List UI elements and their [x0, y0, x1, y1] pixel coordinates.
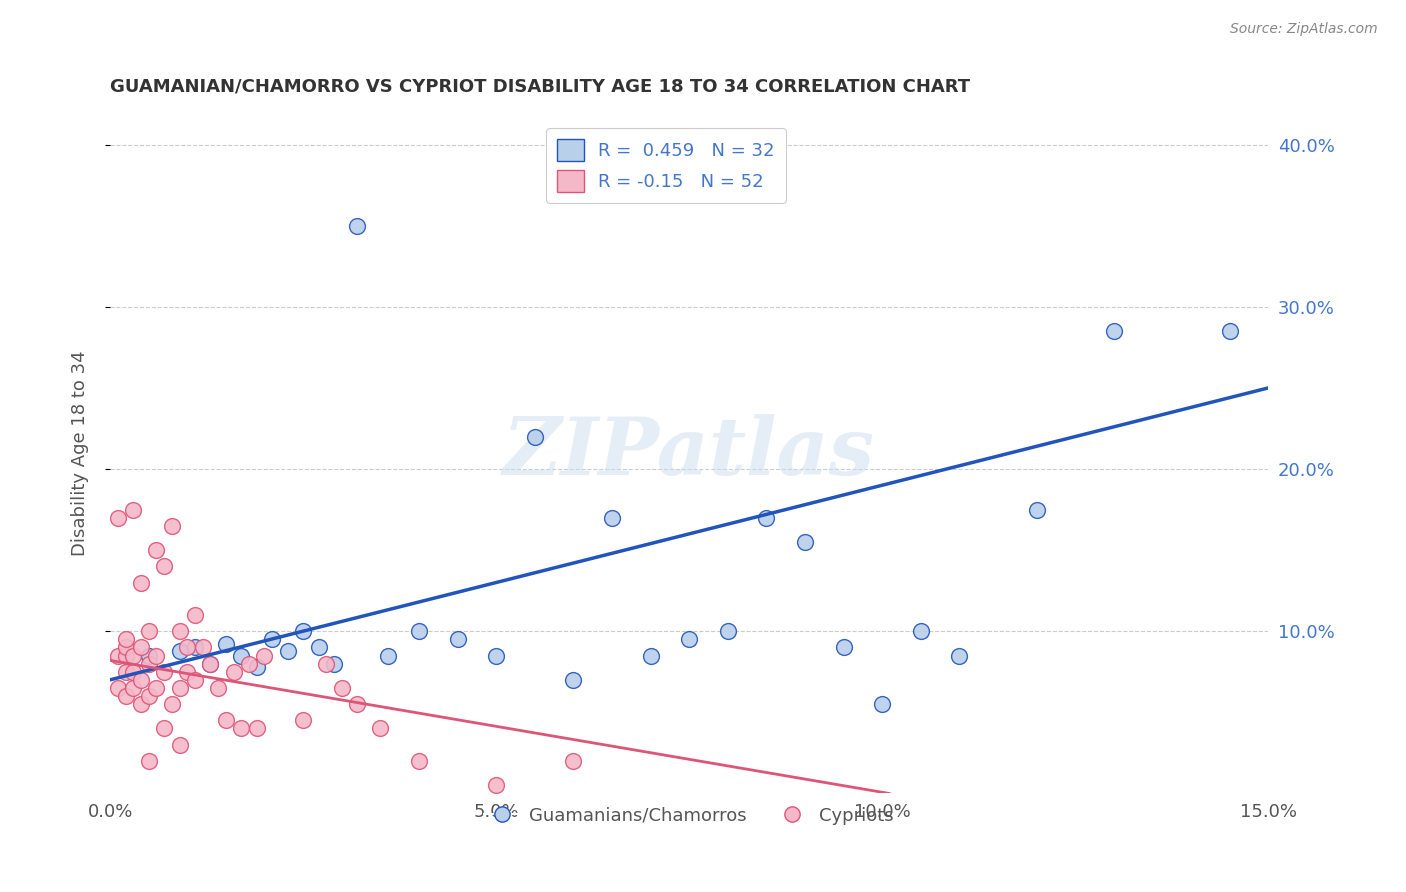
Point	[562, 673, 585, 687]
Point	[238, 657, 260, 671]
Point	[176, 665, 198, 679]
Y-axis label: Disability Age 18 to 34: Disability Age 18 to 34	[72, 350, 89, 556]
Point	[870, 697, 893, 711]
Point	[122, 502, 145, 516]
Point	[138, 754, 160, 768]
Point	[910, 624, 932, 639]
Point	[107, 648, 129, 663]
Point	[600, 510, 623, 524]
Point	[207, 681, 229, 695]
Point	[485, 648, 508, 663]
Point	[755, 510, 778, 524]
Point	[346, 219, 368, 233]
Point	[246, 722, 269, 736]
Point	[246, 660, 269, 674]
Point	[184, 607, 207, 622]
Point	[138, 657, 160, 671]
Point	[330, 681, 353, 695]
Point	[948, 648, 970, 663]
Point	[200, 657, 222, 671]
Legend: Guamanians/Chamorros, Cypriots: Guamanians/Chamorros, Cypriots	[477, 799, 901, 832]
Point	[129, 697, 152, 711]
Text: ZIPatlas: ZIPatlas	[503, 414, 875, 491]
Point	[222, 665, 245, 679]
Point	[200, 657, 222, 671]
Point	[346, 697, 368, 711]
Point	[169, 681, 191, 695]
Point	[523, 429, 546, 443]
Point	[832, 640, 855, 655]
Point	[1219, 324, 1241, 338]
Point	[122, 648, 145, 663]
Point	[215, 714, 238, 728]
Point	[1102, 324, 1125, 338]
Point	[277, 643, 299, 657]
Point	[114, 640, 136, 655]
Point	[292, 714, 315, 728]
Point	[145, 543, 167, 558]
Point	[292, 624, 315, 639]
Point	[368, 722, 391, 736]
Text: GUAMANIAN/CHAMORRO VS CYPRIOT DISABILITY AGE 18 TO 34 CORRELATION CHART: GUAMANIAN/CHAMORRO VS CYPRIOT DISABILITY…	[110, 78, 970, 95]
Point	[377, 648, 399, 663]
Point	[191, 640, 214, 655]
Point	[176, 640, 198, 655]
Point	[145, 648, 167, 663]
Point	[446, 632, 468, 647]
Point	[114, 689, 136, 703]
Point	[184, 673, 207, 687]
Point	[640, 648, 662, 663]
Point	[107, 681, 129, 695]
Point	[169, 738, 191, 752]
Point	[231, 722, 253, 736]
Point	[153, 665, 176, 679]
Point	[308, 640, 330, 655]
Point	[122, 681, 145, 695]
Point	[138, 689, 160, 703]
Point	[153, 559, 176, 574]
Point	[678, 632, 700, 647]
Point	[253, 648, 276, 663]
Point	[562, 754, 585, 768]
Point	[1025, 502, 1047, 516]
Point	[129, 575, 152, 590]
Point	[138, 648, 160, 663]
Point	[122, 665, 145, 679]
Point	[138, 624, 160, 639]
Point	[129, 673, 152, 687]
Point	[153, 722, 176, 736]
Point	[114, 632, 136, 647]
Text: Source: ZipAtlas.com: Source: ZipAtlas.com	[1230, 22, 1378, 37]
Point	[184, 640, 207, 655]
Point	[323, 657, 346, 671]
Point	[408, 754, 430, 768]
Point	[169, 624, 191, 639]
Point	[145, 681, 167, 695]
Point	[160, 697, 183, 711]
Point	[485, 778, 508, 792]
Point	[160, 518, 183, 533]
Point	[114, 665, 136, 679]
Point	[114, 648, 136, 663]
Point	[107, 510, 129, 524]
Point	[129, 640, 152, 655]
Point	[408, 624, 430, 639]
Point	[215, 637, 238, 651]
Point	[793, 535, 815, 549]
Point	[315, 657, 337, 671]
Point	[169, 643, 191, 657]
Point	[231, 648, 253, 663]
Point	[262, 632, 284, 647]
Point	[717, 624, 740, 639]
